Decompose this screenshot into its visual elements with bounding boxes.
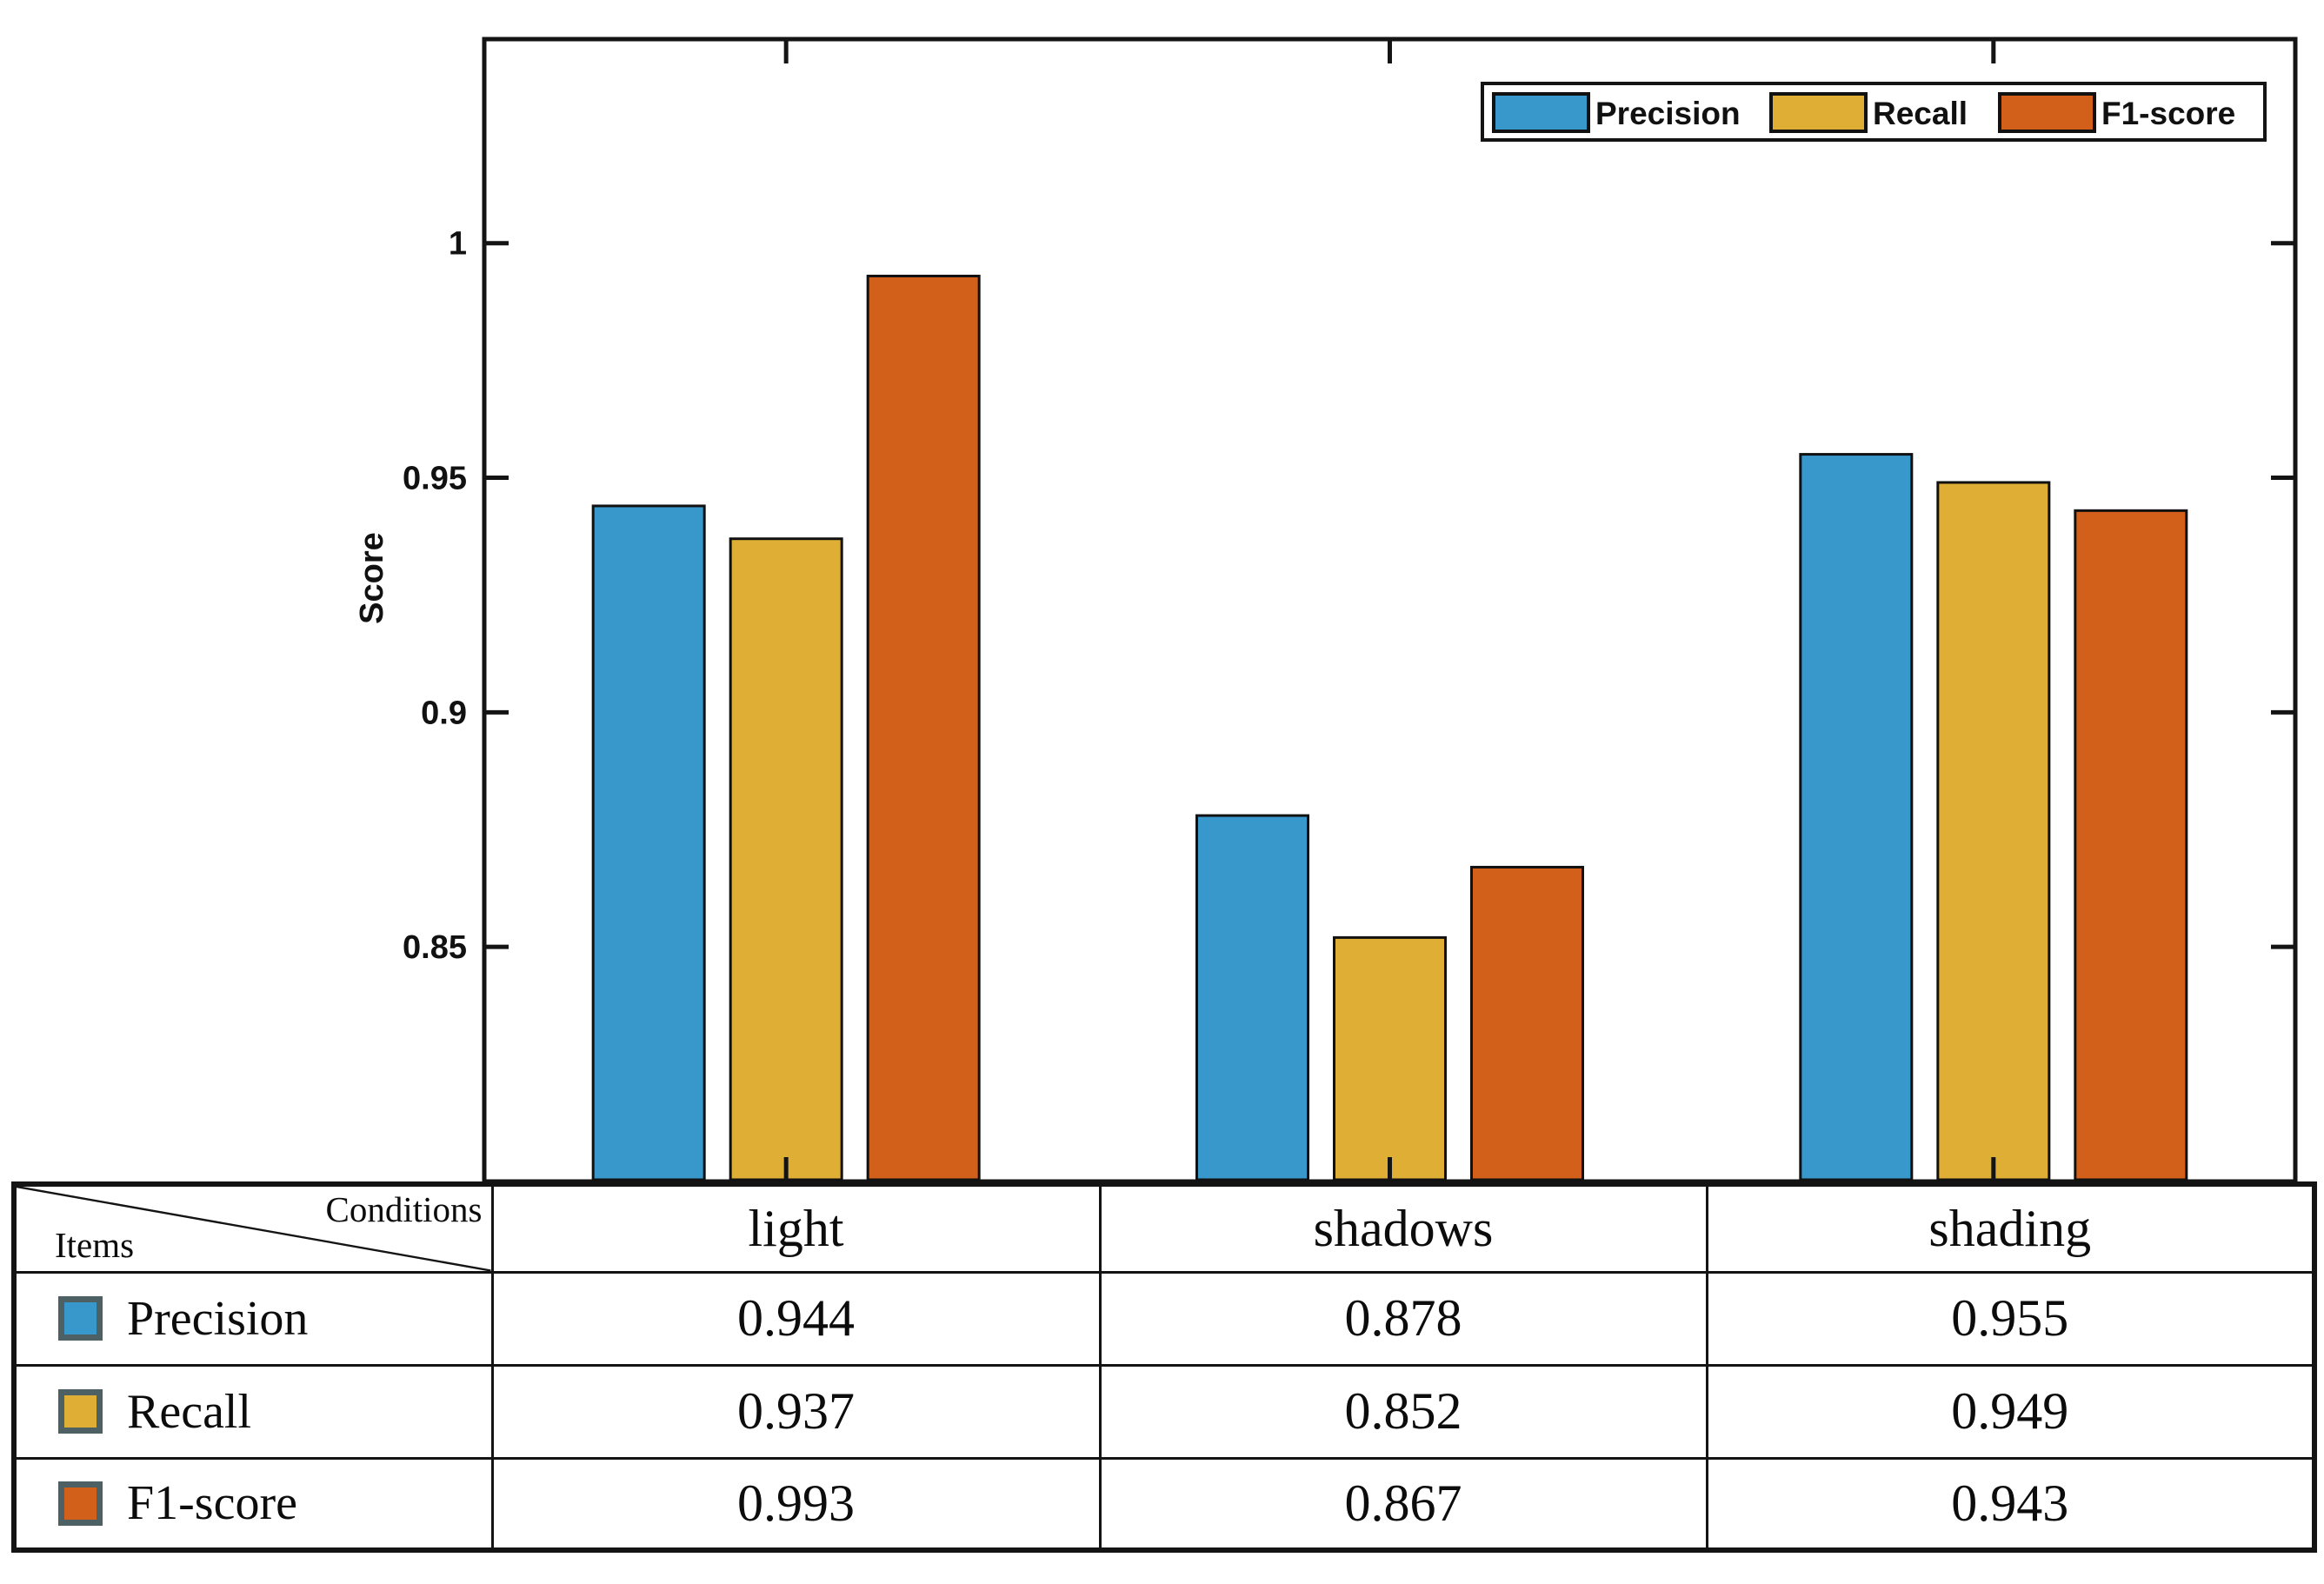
condition-header-light: light — [490, 1182, 1102, 1274]
row-label-cell-f1-score: F1-score — [12, 1456, 494, 1552]
y-tick-label: 0.9 — [421, 695, 467, 731]
value-recall-shading: 0.949 — [1705, 1363, 2316, 1460]
table-corner-cell: Conditions Items — [12, 1182, 494, 1274]
legend-swatch-precision — [1492, 92, 1590, 133]
table-row-f1-score: F1-score 0.993 0.867 0.943 — [12, 1456, 2316, 1552]
corner-label-items: Items — [55, 1225, 135, 1266]
value-recall-light: 0.937 — [490, 1363, 1102, 1460]
row-label-cell-recall: Recall — [12, 1363, 494, 1460]
bar-recall-shadows — [1333, 935, 1447, 1181]
bar-recall-shading — [1936, 481, 2051, 1181]
bar-f1-score-light — [866, 275, 981, 1181]
precision-swatch-icon — [58, 1296, 103, 1341]
bar-f1-score-shading — [2074, 509, 2188, 1181]
bar-f1-score-shadows — [1470, 865, 1584, 1181]
results-table: Conditions Items light shadows shading Precis… — [11, 1181, 2317, 1553]
condition-header-shading: shading — [1705, 1182, 2316, 1274]
value-f1-score-light: 0.993 — [490, 1456, 1102, 1552]
bar-precision-shading — [1799, 453, 1914, 1181]
table-header-row: Conditions Items light shadows shading — [12, 1182, 2316, 1274]
legend-label-recall: Recall — [1873, 96, 1968, 131]
legend-label-precision: Precision — [1595, 96, 1741, 131]
corner-label-conditions: Conditions — [325, 1189, 483, 1229]
value-precision-shading: 0.955 — [1705, 1270, 2316, 1367]
f1-score-swatch-icon — [58, 1481, 103, 1526]
row-label-text: Recall — [127, 1384, 252, 1439]
legend-box — [1481, 82, 2267, 142]
row-label-text: F1-score — [127, 1476, 297, 1531]
value-recall-shadows: 0.852 — [1098, 1363, 1708, 1460]
row-label-cell-precision: Precision — [12, 1270, 494, 1367]
table-row-recall: Recall 0.937 0.852 0.949 — [12, 1363, 2316, 1460]
value-f1-score-shading: 0.943 — [1705, 1456, 2316, 1552]
bar-precision-light — [591, 504, 706, 1181]
value-precision-shadows: 0.878 — [1098, 1270, 1708, 1367]
recall-swatch-icon — [58, 1389, 103, 1434]
legend-label-f1-score: F1-score — [2101, 96, 2235, 131]
value-f1-score-shadows: 0.867 — [1098, 1456, 1708, 1552]
results-table-container: Conditions Items light shadows shading Precis… — [11, 1181, 2317, 1553]
y-tick-label: 0.85 — [403, 929, 467, 966]
condition-header-shadows: shadows — [1098, 1182, 1708, 1274]
row-label-text: Precision — [127, 1291, 309, 1346]
y-tick-label: 1 — [449, 226, 467, 263]
legend-swatch-recall — [1769, 92, 1868, 133]
corner-diagonal — [17, 1187, 491, 1271]
bar-recall-light — [729, 537, 843, 1181]
legend-swatch-f1-score — [1998, 92, 2096, 133]
y-axis-label: Score — [354, 532, 390, 624]
value-precision-light: 0.944 — [490, 1270, 1102, 1367]
bar-precision-shadows — [1195, 814, 1309, 1181]
table-row-precision: Precision 0.944 0.878 0.955 — [12, 1270, 2316, 1367]
y-tick-label: 0.95 — [403, 461, 467, 497]
